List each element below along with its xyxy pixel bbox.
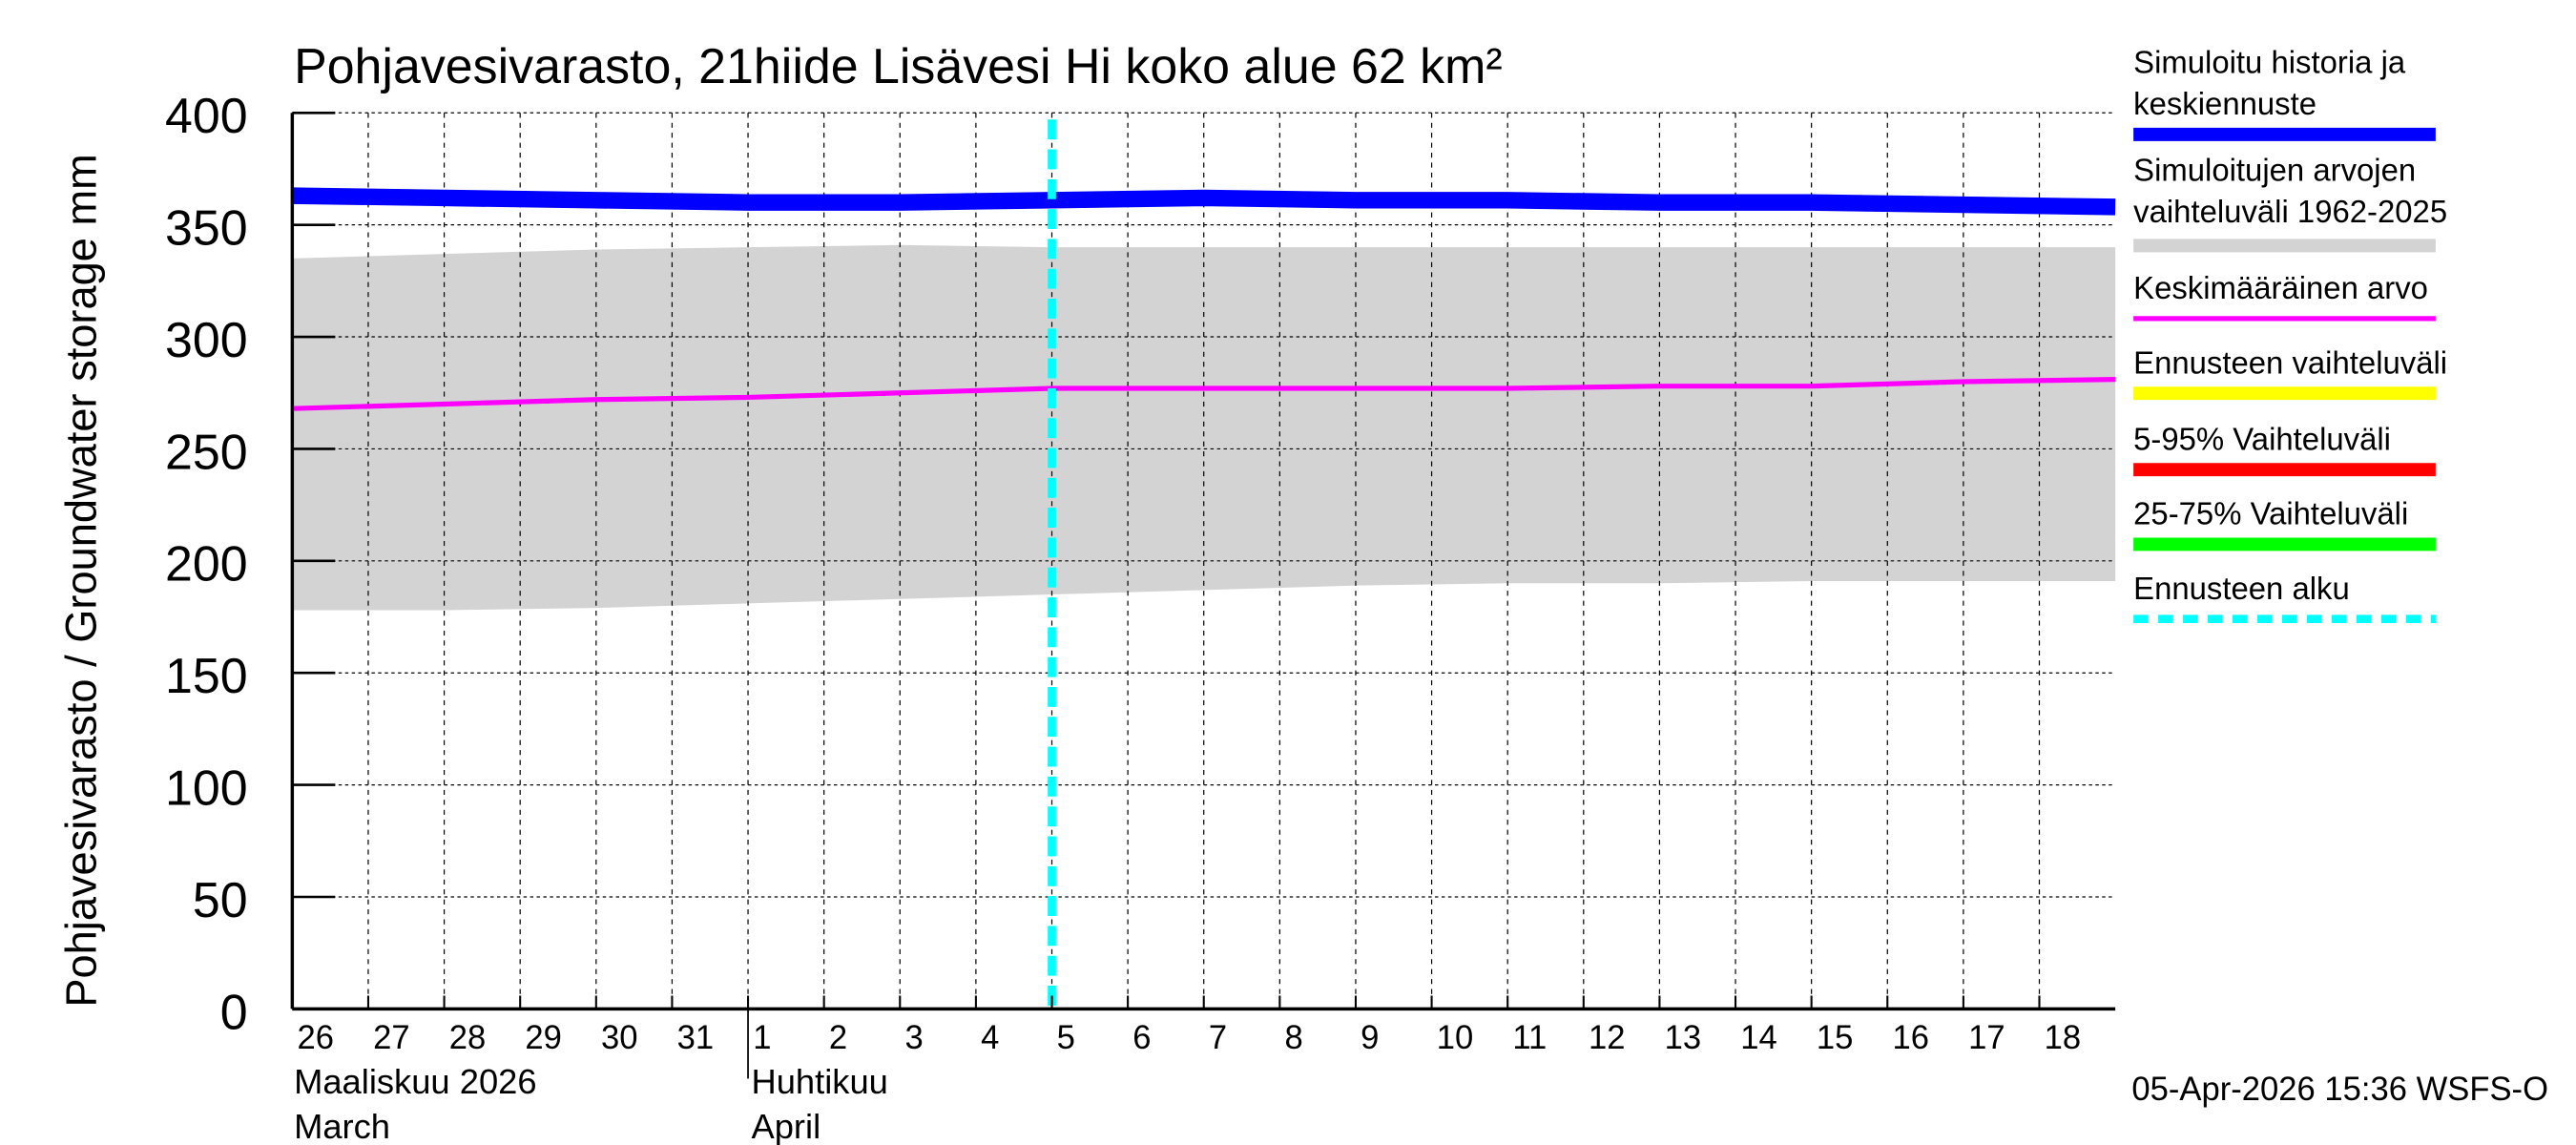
legend-label: 5-95% Vaihteluväli [2133,421,2391,456]
y-tick-label: 50 [193,873,248,928]
y-tick-label: 150 [165,649,248,704]
y-tick-label: 200 [165,537,248,593]
x-tick-label: 7 [1209,1020,1227,1056]
x-tick-label: 4 [981,1020,999,1056]
x-tick-label: 13 [1665,1020,1702,1056]
x-tick-label: 12 [1589,1020,1626,1056]
x-tick-label: 17 [1968,1020,2005,1056]
x-tick-label: 5 [1057,1020,1075,1056]
simulated-line [292,187,2116,216]
month-label: Maaliskuu 2026 [294,1062,537,1101]
y-tick-label: 300 [165,313,248,368]
month-label-en: April [752,1107,821,1145]
x-tick-label: 30 [601,1020,638,1056]
legend-label: Simuloitu historia ja keskiennuste [2133,44,2406,121]
y-tick-label: 0 [220,985,248,1040]
mean-line [292,377,2116,411]
x-tick-label: 1 [753,1020,771,1056]
x-tick-label: 8 [1285,1020,1303,1056]
x-tick-label: 10 [1437,1020,1474,1056]
x-tick-label: 29 [525,1020,562,1056]
x-tick-label: 2 [829,1020,847,1056]
y-tick-label: 100 [165,760,248,816]
x-tick-label: 16 [1892,1020,1929,1056]
legend-label: Simuloitujen arvojen vaihteluväli 1962-20… [2133,152,2447,229]
y-tick-label: 350 [165,200,248,256]
legend-label: 25-75% Vaihteluväli [2133,495,2408,531]
chart-title: Pohjavesivarasto, 21hiide Lisävesi Hi ko… [294,39,1503,94]
x-tick-label: 31 [677,1020,715,1056]
legend-label: Ennusteen vaihteluväli [2133,344,2447,380]
x-tick-label: 18 [2045,1020,2082,1056]
timestamp: 05-Apr-2026 15:36 WSFS-O [2131,1072,2548,1108]
y-tick-label: 250 [165,425,248,480]
month-label-en: March [294,1107,390,1145]
legend-label: Ennusteen alku [2133,571,2350,606]
y-tick-label: 400 [165,89,248,144]
x-tick-label: 26 [298,1020,335,1056]
x-tick-label: 6 [1132,1020,1151,1056]
month-label: Huhtikuu [752,1062,888,1101]
x-tick-label: 11 [1512,1020,1547,1056]
x-tick-label: 15 [1817,1020,1854,1056]
x-tick-label: 27 [373,1020,410,1056]
x-tick-label: 28 [449,1020,487,1056]
y-axis-label: Pohjavesivarasto / Groundwater storage m… [56,154,105,1007]
legend-label: Keskimääräinen arvo [2133,270,2428,305]
x-tick-label: 9 [1361,1020,1379,1056]
x-tick-label: 14 [1740,1020,1777,1056]
x-tick-label: 3 [904,1020,923,1056]
